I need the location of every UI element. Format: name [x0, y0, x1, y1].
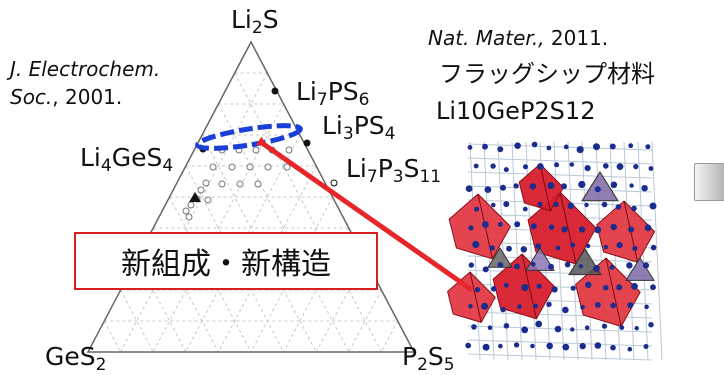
reference-left: J. Electrochem. Soc., 2001. [10, 59, 160, 107]
compound-label-li7ps6: Li7PS6 [296, 77, 370, 110]
vertex-label-ges2: GeS2 [45, 342, 107, 375]
open-points [182, 146, 293, 221]
compound-label-li7p3s11: Li7P3S11 [346, 154, 442, 187]
vertex-label-p2s5: P2S5 [402, 342, 455, 375]
new-composition-callout: 新組成・新構造 [74, 232, 378, 290]
compound-label-li4ges4: Li4GeS4 [80, 143, 174, 176]
material-formula: Li10GeP2S12 [436, 97, 596, 125]
ternary-triangle [86, 40, 416, 353]
point-triangle-marker [189, 192, 201, 202]
material-title-jp: フラッグシップ材料 [439, 60, 655, 88]
vertex-label-li2s: Li2S [231, 5, 279, 38]
crystal-structure-image [447, 136, 663, 366]
compound-label-li3ps4: Li3PS4 [322, 111, 396, 144]
point-li7p3s11 [330, 179, 338, 187]
point-li3ps4 [303, 139, 311, 147]
highlight-ellipse [195, 123, 303, 151]
point-li7ps6 [271, 87, 279, 95]
next-slide-arrow-button[interactable] [694, 163, 724, 201]
ref-left-journal-line2: Soc., 2001. [10, 85, 123, 109]
red-arrow [255, 136, 474, 293]
reference-right: Nat. Mater., 2011. [428, 26, 609, 50]
ref-left-journal-line1: J. Electrochem. [10, 57, 161, 81]
